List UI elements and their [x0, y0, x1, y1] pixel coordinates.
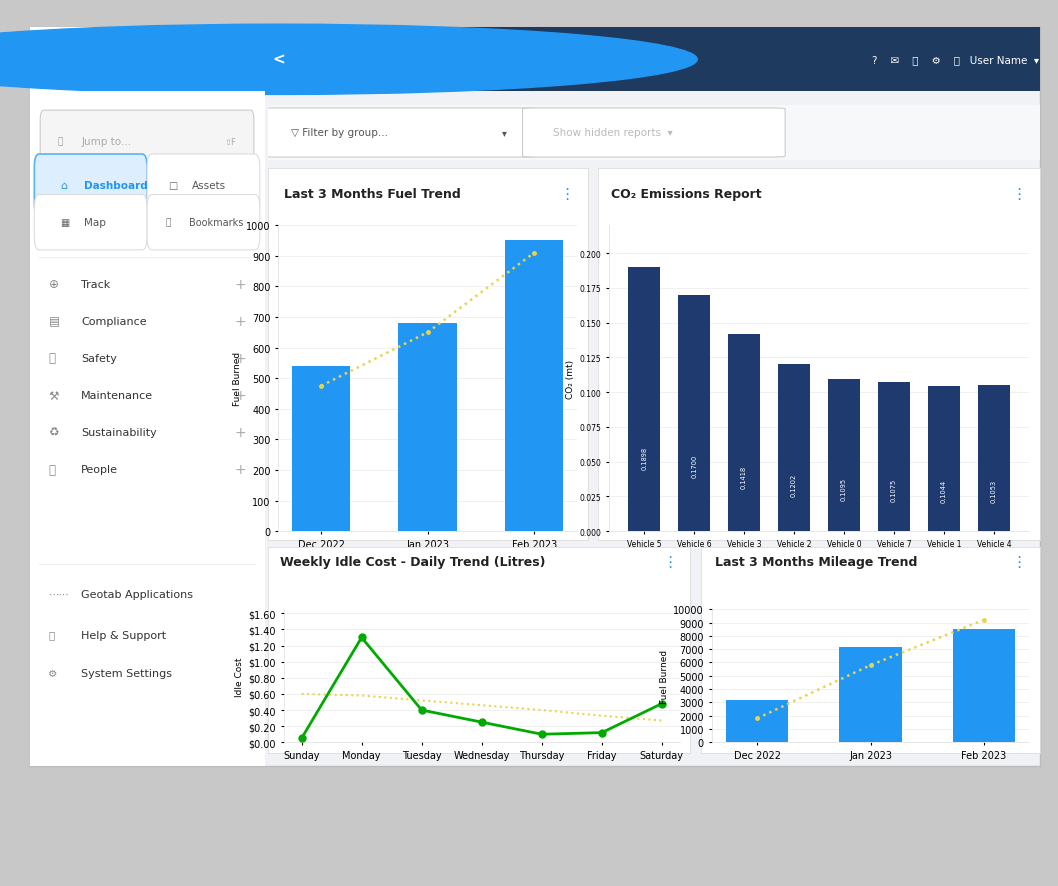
Text: CO₂ Emissions Report: CO₂ Emissions Report — [612, 188, 762, 201]
Bar — [878, 382, 910, 532]
Text: ⌂: ⌂ — [60, 181, 68, 190]
Text: ▦: ▦ — [60, 218, 70, 228]
Text: 0.1418: 0.1418 — [741, 465, 747, 488]
Text: ⚙: ⚙ — [49, 668, 58, 679]
Text: +: + — [234, 425, 245, 439]
Bar — [678, 295, 710, 532]
Text: ⇧F: ⇧F — [224, 137, 236, 146]
Text: ⋮: ⋮ — [1011, 555, 1026, 570]
Text: ⛓: ⛓ — [49, 352, 55, 365]
Bar — [505, 241, 564, 532]
Y-axis label: CO₂ (mt): CO₂ (mt) — [566, 359, 576, 399]
Text: Sustainability: Sustainability — [81, 428, 157, 438]
Text: Assets: Assets — [191, 181, 225, 190]
FancyBboxPatch shape — [34, 195, 147, 251]
Text: +: + — [234, 462, 245, 477]
Text: Maintenance: Maintenance — [81, 391, 153, 400]
Text: ⋮: ⋮ — [560, 187, 574, 202]
FancyBboxPatch shape — [40, 111, 254, 173]
FancyBboxPatch shape — [34, 155, 147, 217]
Text: +: + — [234, 352, 245, 365]
Text: Dashboard: Dashboard — [84, 181, 147, 190]
Text: ▤: ▤ — [49, 315, 59, 328]
Bar — [978, 385, 1010, 532]
Text: 0.1044: 0.1044 — [941, 479, 947, 502]
Bar — [399, 323, 457, 532]
X-axis label: Vehicle: Vehicle — [800, 551, 838, 561]
Text: Compliance: Compliance — [81, 316, 147, 326]
Text: 🔍: 🔍 — [58, 137, 63, 146]
Text: Last 3 Months Mileage Trend: Last 3 Months Mileage Trend — [714, 556, 917, 569]
Y-axis label: Fuel Burned: Fuel Burned — [233, 352, 242, 406]
Bar — [728, 335, 761, 532]
Text: Weekly Idle Cost - Daily Trend (Litres): Weekly Idle Cost - Daily Trend (Litres) — [280, 556, 546, 569]
Text: Help & Support: Help & Support — [81, 630, 166, 640]
Bar — [827, 379, 860, 532]
Text: my: my — [50, 51, 80, 69]
FancyBboxPatch shape — [147, 155, 260, 217]
Text: People: People — [81, 465, 118, 475]
Text: 👥: 👥 — [49, 463, 55, 476]
Bar — [839, 647, 901, 742]
Circle shape — [0, 25, 697, 96]
Text: ⚒: ⚒ — [49, 389, 59, 402]
Text: GEOTAB: GEOTAB — [85, 53, 153, 67]
Text: 0.1053: 0.1053 — [991, 479, 997, 502]
Bar — [726, 700, 788, 742]
Y-axis label: Fuel Burned: Fuel Burned — [660, 649, 669, 703]
Text: ⓘ: ⓘ — [49, 630, 55, 640]
Y-axis label: Idle Cost: Idle Cost — [235, 657, 244, 696]
Text: 0.1202: 0.1202 — [791, 473, 797, 496]
Text: 🔖: 🔖 — [166, 219, 171, 228]
Text: +: + — [234, 389, 245, 402]
Text: <: < — [272, 53, 285, 67]
Text: Last 3 Months Fuel Trend: Last 3 Months Fuel Trend — [284, 188, 460, 201]
Text: ⋯⋯: ⋯⋯ — [49, 589, 69, 600]
Text: □: □ — [168, 181, 178, 190]
Text: 0.1095: 0.1095 — [841, 478, 847, 501]
Text: +: + — [234, 315, 245, 329]
FancyBboxPatch shape — [260, 109, 537, 158]
Text: ⊕: ⊕ — [49, 278, 58, 291]
Text: ⋮: ⋮ — [662, 555, 678, 570]
Text: ▾: ▾ — [503, 128, 507, 138]
Bar — [292, 367, 350, 532]
Text: Show hidden reports  ▾: Show hidden reports ▾ — [553, 128, 673, 138]
Text: ♻: ♻ — [49, 426, 59, 439]
Text: TM: TM — [194, 43, 203, 48]
Text: ?    ✉    🔔    ⚙    👤   User Name  ▾: ? ✉ 🔔 ⚙ 👤 User Name ▾ — [873, 55, 1040, 66]
FancyBboxPatch shape — [523, 109, 785, 158]
Text: System Settings: System Settings — [81, 668, 172, 679]
Text: Jump to...: Jump to... — [81, 137, 131, 147]
Bar — [928, 386, 961, 532]
Text: Safety: Safety — [81, 354, 117, 363]
Text: Bookmarks: Bookmarks — [189, 218, 243, 228]
Text: ⋮: ⋮ — [1011, 187, 1026, 202]
Text: +: + — [234, 277, 245, 291]
X-axis label: Month: Month — [412, 552, 444, 562]
Text: ▽ Filter by group...: ▽ Filter by group... — [291, 128, 388, 138]
Text: 0.1898: 0.1898 — [641, 447, 647, 470]
Text: Geotab Applications: Geotab Applications — [81, 589, 194, 600]
Bar — [778, 365, 810, 532]
Bar — [952, 629, 1015, 742]
Text: Map: Map — [84, 218, 106, 228]
FancyBboxPatch shape — [147, 195, 260, 251]
Bar — [627, 268, 660, 532]
Text: Track: Track — [81, 279, 110, 290]
Text: 0.1700: 0.1700 — [691, 454, 697, 477]
Text: 0.1075: 0.1075 — [891, 478, 897, 501]
